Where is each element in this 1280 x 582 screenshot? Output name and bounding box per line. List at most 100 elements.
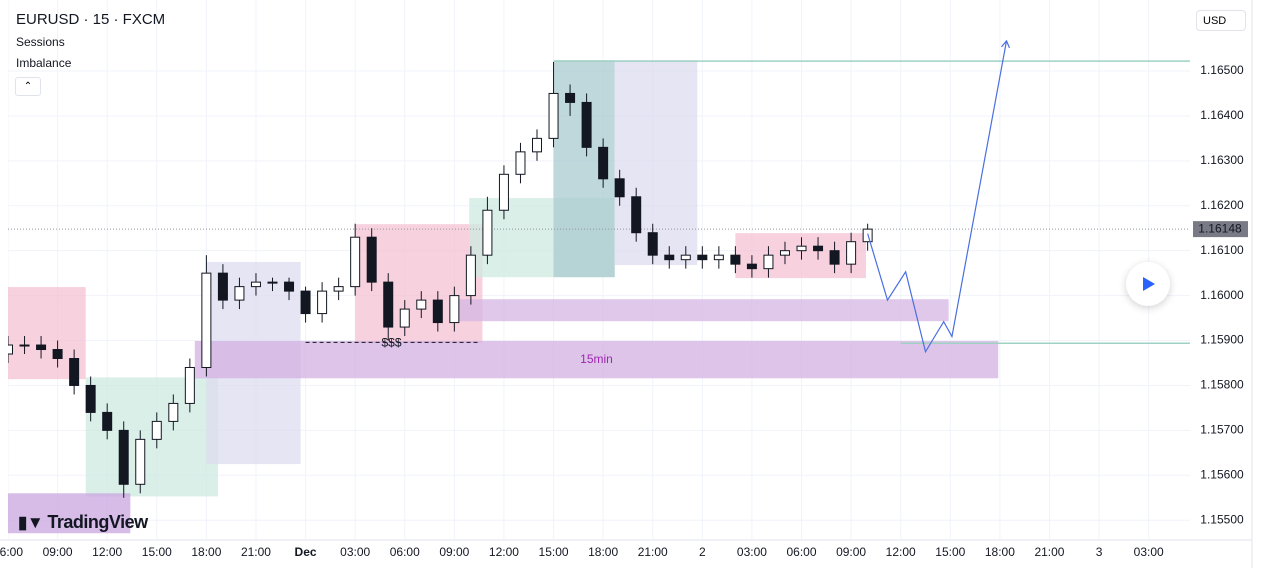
x-tick-label: 12:00 [489,545,519,559]
candle-body [697,254,708,261]
indicator[interactable]: Imbalance [16,56,72,70]
candle-body [432,299,443,324]
candle-body [746,263,757,270]
candle-body [217,272,228,301]
x-tick-label: 18:00 [985,545,1015,559]
candle-body [8,344,13,355]
y-tick-label: 1.15700 [1200,423,1244,437]
candle-body [118,429,129,485]
brand: ▮▼ TradingView [18,512,148,532]
x-tick-label: 09:00 [43,545,73,559]
plot: 15min $$$ [8,0,1190,540]
x-tick-label: 21:00 [638,545,668,559]
candle-body [69,358,80,386]
y-tick-label: 1.16000 [1200,288,1244,302]
candle-body [532,137,543,153]
play-icon [1143,277,1155,291]
candle-body [829,250,840,265]
candle-body [366,236,377,283]
y-tick-label: 1.16500 [1200,63,1244,77]
candle-body [581,101,592,148]
x-tick-label: 03:00 [737,545,767,559]
x-tick-label: 15:00 [142,545,172,559]
symbol-title: EURUSD · 15 · FXCM [16,11,166,28]
zone [8,493,131,534]
play-button[interactable] [1126,262,1170,306]
currency-button[interactable]: USD [1196,10,1246,31]
y-tick-label: 1.16400 [1200,108,1244,122]
candle-body [598,146,609,180]
indicator[interactable]: Sessions [16,35,65,49]
y-tick-label: 1.16100 [1200,243,1244,257]
candle-body [647,232,658,256]
y-tick-label: 1.16200 [1200,198,1244,212]
brand-text: TradingView [47,512,148,532]
x-tick-label: 03:00 [1134,545,1164,559]
candle-body [151,420,162,440]
candle-body [515,151,526,175]
liquidity-label: $$$ [382,336,402,350]
candle-body [813,245,824,252]
x-tick-label: 3 [1096,545,1103,559]
candle-body [52,349,63,360]
candle-body [267,281,278,284]
x-tick-label: 21:00 [1034,545,1064,559]
x-tick-label: 2 [699,545,706,559]
candle-body [416,299,427,310]
candle-body [300,290,311,315]
candle-body [548,92,559,139]
candle-body [317,290,328,315]
candle-body [631,196,642,234]
candle-body [102,411,113,431]
candle-body [449,295,460,324]
x-tick-label: 06:00 [786,545,816,559]
candle-body [168,402,179,422]
candle-body [664,254,675,261]
candle-body [680,254,691,261]
candle-body [201,272,212,368]
y-tick-label: 1.15500 [1200,512,1244,526]
candle-body [399,308,410,328]
x-tick-label: 03:00 [340,545,370,559]
x-tick-label: 18:00 [588,545,618,559]
x-tick-label: 06:00 [0,545,23,559]
candle-body [135,438,146,485]
projection-path [867,40,1008,354]
candle-body [234,286,245,301]
candle-body [465,254,476,297]
collapse-button[interactable]: ⌃ [15,77,41,96]
x-tick-label: 12:00 [886,545,916,559]
candle-body [19,344,30,347]
x-tick-label: 18:00 [191,545,221,559]
y-tick-label: 1.16300 [1200,153,1244,167]
x-tick-label: 09:00 [836,545,866,559]
x-tick-label: 09:00 [439,545,469,559]
x-tick-label: 15:00 [935,545,965,559]
candle-body [85,384,96,413]
axes: 1.15500 1.15600 1.15700 1.15800 1.15900 1.160… [0,63,1248,559]
candle-body [250,281,261,288]
price-tag-label: 1.16148 [1198,221,1242,235]
x-tick-label: 06:00 [390,545,420,559]
y-tick-label: 1.15600 [1200,467,1244,481]
candle-body [614,178,625,198]
x-tick-label: Dec [295,545,317,559]
y-tick-label: 1.15900 [1200,333,1244,347]
candle-body [498,173,509,211]
y-tick-label: 1.15800 [1200,378,1244,392]
zone [194,340,999,379]
zone [614,60,698,266]
candle-body [333,286,344,292]
x-tick-label: 21:00 [241,545,271,559]
price-tag [1193,221,1248,238]
candle-body [350,236,361,288]
candle-body [730,254,741,265]
candle-body [846,241,857,265]
candle-body [36,344,47,351]
candle-body [284,281,295,292]
candle-body [763,254,774,270]
candle-body [184,366,195,404]
candle-body [482,209,493,256]
